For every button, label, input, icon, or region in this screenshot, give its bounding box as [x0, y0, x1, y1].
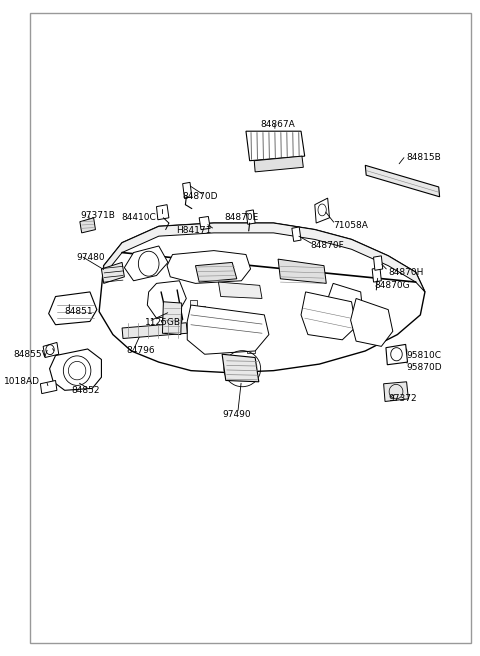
Polygon shape [218, 282, 262, 298]
Polygon shape [104, 223, 425, 292]
Polygon shape [162, 302, 182, 335]
Polygon shape [43, 342, 59, 358]
Text: 97490: 97490 [223, 410, 251, 419]
Text: 97372: 97372 [388, 394, 417, 403]
Polygon shape [99, 223, 425, 373]
Polygon shape [350, 298, 393, 346]
Polygon shape [147, 281, 186, 318]
Polygon shape [223, 321, 230, 337]
Text: 95810C: 95810C [407, 351, 442, 360]
Polygon shape [231, 327, 238, 342]
Text: 84796: 84796 [127, 346, 156, 356]
Polygon shape [301, 292, 356, 340]
Polygon shape [190, 300, 197, 316]
Text: 71058A: 71058A [333, 221, 368, 230]
Polygon shape [40, 380, 57, 394]
Polygon shape [199, 216, 210, 230]
Polygon shape [214, 316, 222, 332]
Polygon shape [187, 305, 269, 354]
Text: 84870D: 84870D [182, 192, 218, 201]
Text: 84410C: 84410C [122, 213, 156, 222]
Polygon shape [246, 210, 255, 224]
Polygon shape [101, 262, 124, 283]
Polygon shape [247, 337, 255, 353]
Text: 97371B: 97371B [81, 211, 116, 220]
Polygon shape [167, 251, 251, 283]
Polygon shape [122, 323, 187, 338]
Text: 84855V: 84855V [13, 350, 48, 359]
Text: 84851: 84851 [65, 307, 93, 316]
Polygon shape [372, 268, 381, 282]
Polygon shape [124, 246, 168, 281]
Text: 97480: 97480 [76, 253, 105, 262]
Polygon shape [292, 227, 301, 241]
Polygon shape [49, 349, 101, 390]
Polygon shape [326, 283, 363, 329]
Polygon shape [365, 165, 440, 197]
Polygon shape [384, 382, 408, 401]
Polygon shape [254, 156, 303, 172]
Polygon shape [198, 306, 205, 321]
Polygon shape [80, 218, 96, 233]
Polygon shape [386, 344, 408, 365]
Text: 95870D: 95870D [407, 363, 442, 372]
Polygon shape [48, 292, 97, 325]
Polygon shape [156, 205, 169, 220]
Polygon shape [183, 182, 192, 198]
Polygon shape [239, 332, 246, 348]
Text: 84870E: 84870E [224, 213, 259, 222]
Polygon shape [222, 354, 259, 382]
Polygon shape [278, 259, 326, 283]
Text: 84815B: 84815B [407, 153, 441, 162]
Text: 84870H: 84870H [388, 268, 423, 277]
Polygon shape [195, 262, 237, 282]
Text: 1125GB: 1125GB [145, 318, 181, 327]
Text: 1018AD: 1018AD [3, 377, 39, 386]
Polygon shape [315, 198, 329, 223]
Polygon shape [373, 256, 383, 270]
Polygon shape [206, 311, 214, 327]
Text: 84852: 84852 [71, 386, 100, 395]
Text: H84171: H84171 [176, 226, 212, 236]
Polygon shape [246, 131, 305, 161]
Text: 84870F: 84870F [310, 241, 344, 251]
Text: 84867A: 84867A [261, 120, 296, 129]
Text: 84870G: 84870G [374, 281, 410, 290]
